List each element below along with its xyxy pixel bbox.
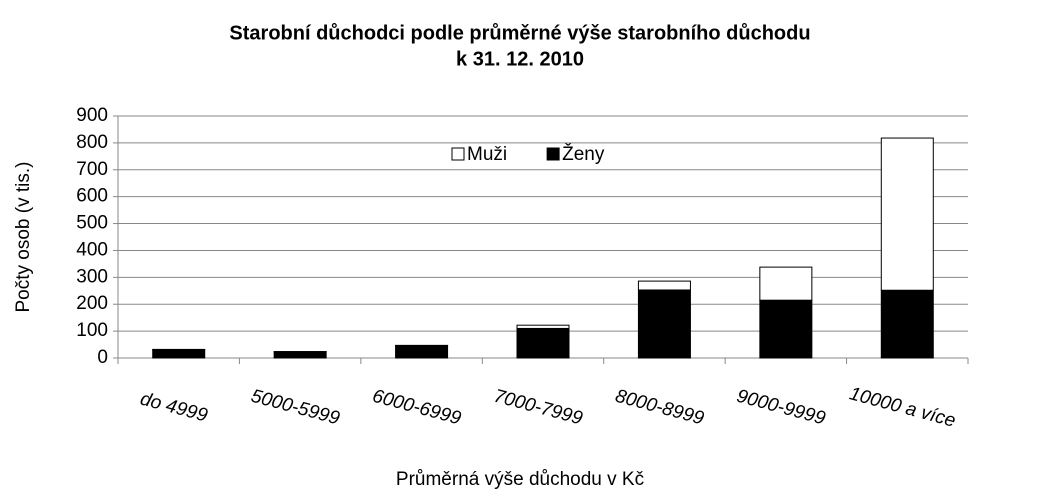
x-tick-label: 5000-5999 (249, 386, 343, 430)
y-tick-label: 500 (76, 213, 108, 234)
y-tick-label: 0 (97, 347, 108, 368)
bar-segment (759, 299, 813, 359)
chart-title: Starobní důchodci podle průměrné výše st… (229, 22, 810, 44)
bar-segment (152, 348, 206, 351)
legend-label: Muži (467, 144, 507, 165)
bar-segment (880, 289, 934, 359)
bar-segment (152, 349, 206, 359)
x-axis-label: Průměrná výše důchodu v Kč (396, 469, 644, 490)
x-tick-label: 10000 a více (847, 383, 958, 431)
bar-segment (880, 137, 934, 291)
legend-swatch (451, 147, 465, 161)
chart-title: k 31. 12. 2010 (456, 48, 584, 70)
bar-segment (273, 351, 327, 359)
x-tick-label: 7000-7999 (492, 386, 586, 430)
y-tick-label: 800 (76, 132, 108, 153)
x-tick-label: do 4999 (138, 389, 210, 427)
y-tick-label: 600 (76, 186, 108, 207)
y-tick-label: 100 (76, 320, 108, 341)
x-tick-label: 6000-6999 (370, 386, 464, 430)
bar-segment (759, 266, 813, 301)
bar-segment (395, 344, 449, 347)
bar-segment (637, 289, 691, 359)
legend-label: Ženy (562, 143, 605, 165)
legend-swatch (546, 147, 560, 161)
y-tick-label: 400 (76, 239, 108, 260)
y-tick-label: 300 (76, 266, 108, 287)
y-tick-label: 900 (76, 105, 108, 126)
y-axis-label: Počty osob (v tis.) (13, 162, 34, 313)
x-tick-label: 9000-9999 (734, 386, 828, 430)
bar-segment (516, 324, 570, 329)
bar-segment (516, 327, 570, 359)
bar-segment (395, 345, 449, 359)
x-tick-label: 8000-8999 (613, 386, 707, 430)
y-tick-label: 200 (76, 293, 108, 314)
y-tick-label: 700 (76, 159, 108, 180)
bar-segment (637, 280, 691, 291)
